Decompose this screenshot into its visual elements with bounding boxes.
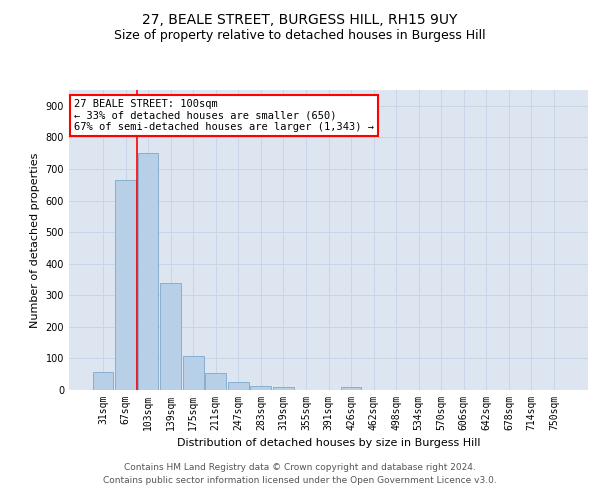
Bar — [137, 153, 158, 390]
Bar — [92, 372, 113, 390]
Text: Size of property relative to detached houses in Burgess Hill: Size of property relative to detached ho… — [114, 30, 486, 43]
Bar — [341, 388, 361, 390]
Bar — [183, 356, 203, 390]
Text: Contains HM Land Registry data © Crown copyright and database right 2024.: Contains HM Land Registry data © Crown c… — [124, 464, 476, 472]
Bar — [115, 180, 136, 390]
Bar — [228, 382, 248, 390]
Bar — [273, 388, 294, 390]
Text: 27, BEALE STREET, BURGESS HILL, RH15 9UY: 27, BEALE STREET, BURGESS HILL, RH15 9UY — [142, 14, 458, 28]
X-axis label: Distribution of detached houses by size in Burgess Hill: Distribution of detached houses by size … — [177, 438, 480, 448]
Bar — [250, 386, 271, 390]
Text: Contains public sector information licensed under the Open Government Licence v3: Contains public sector information licen… — [103, 476, 497, 485]
Bar — [205, 372, 226, 390]
Y-axis label: Number of detached properties: Number of detached properties — [30, 152, 40, 328]
Bar — [160, 284, 181, 390]
Text: 27 BEALE STREET: 100sqm
← 33% of detached houses are smaller (650)
67% of semi-d: 27 BEALE STREET: 100sqm ← 33% of detache… — [74, 99, 374, 132]
